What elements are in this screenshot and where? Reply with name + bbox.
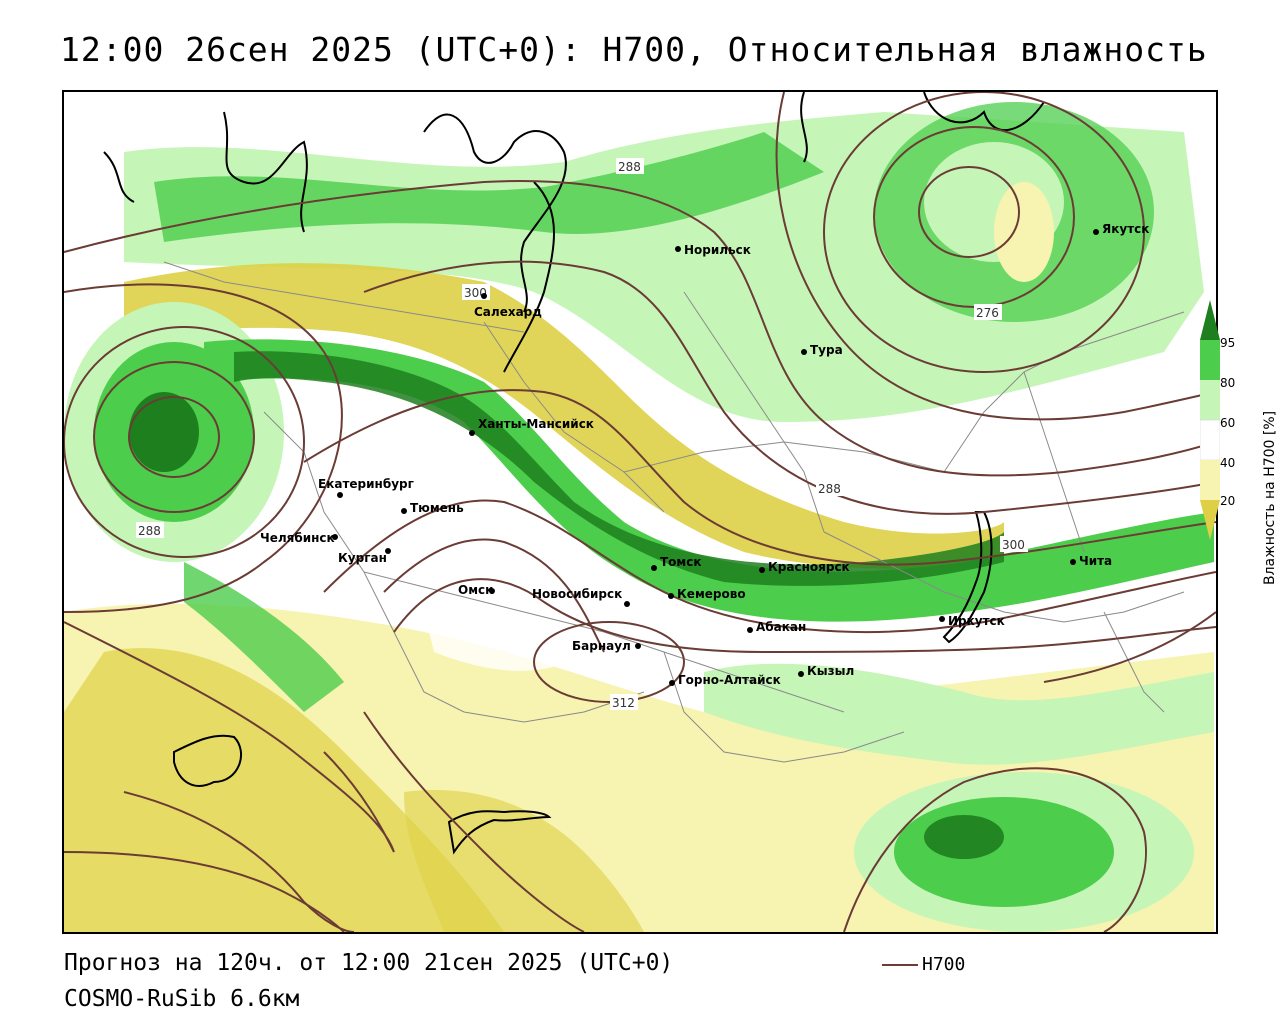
city-label: Барнаул bbox=[572, 639, 631, 653]
city-label: Норильск bbox=[684, 243, 751, 257]
city-label: Горно-Алтайск bbox=[678, 673, 781, 687]
city-label: Екатеринбург bbox=[318, 477, 414, 491]
h700-legend-line bbox=[882, 964, 918, 966]
humidity-map: 288 300 276 288 288 300 312 Норильск Сал… bbox=[64, 92, 1216, 932]
contour-label: 288 bbox=[618, 160, 641, 174]
city-markers: Норильск Салехард Тура Якутск Ханты-Манс… bbox=[260, 222, 1149, 687]
city-label: Омск bbox=[458, 583, 493, 597]
contour-label: 312 bbox=[612, 696, 635, 710]
city-label: Тюмень bbox=[410, 501, 464, 515]
city-label: Абакан bbox=[756, 620, 806, 634]
city-label: Салехард bbox=[474, 305, 542, 319]
humidity-fields bbox=[64, 92, 1216, 932]
h700-contours bbox=[64, 92, 1216, 932]
colorbar-tick: 80 bbox=[1220, 376, 1236, 390]
colorbar-tick: 60 bbox=[1220, 416, 1236, 430]
contour-label: 276 bbox=[976, 306, 999, 320]
region-borders bbox=[163, 261, 1185, 763]
colorbar-title: Влажность на Н700 [%] bbox=[1262, 410, 1278, 585]
city-label: Красноярск bbox=[768, 560, 850, 574]
city-label: Якутск bbox=[1102, 222, 1149, 236]
city-label: Ханты-Мансийск bbox=[478, 417, 594, 431]
map-area[interactable]: 288 300 276 288 288 300 312 Норильск Сал… bbox=[62, 90, 1218, 934]
colorbar-tick: 40 bbox=[1220, 456, 1236, 470]
city-label: Курган bbox=[338, 551, 387, 565]
contour-label: 300 bbox=[1002, 538, 1025, 552]
humidity-colorbar bbox=[1199, 300, 1221, 550]
city-label: Челябинск bbox=[260, 531, 335, 545]
model-name: COSMO-RuSib 6.6км bbox=[64, 986, 300, 1012]
contour-label: 288 bbox=[818, 482, 841, 496]
city-label: Иркутск bbox=[948, 614, 1005, 628]
city-label: Кызыл bbox=[807, 664, 854, 678]
city-label: Тура bbox=[810, 343, 843, 357]
forecast-info: Прогноз на 120ч. от 12:00 21сен 2025 (UT… bbox=[64, 950, 674, 976]
colorbar-tick: 20 bbox=[1220, 494, 1236, 508]
city-label: Томск bbox=[660, 555, 702, 569]
city-label: Кемерово bbox=[677, 587, 746, 601]
coastlines bbox=[103, 92, 1045, 855]
city-label: Чита bbox=[1079, 554, 1112, 568]
map-title: 12:00 26сен 2025 (UTC+0): H700, Относите… bbox=[60, 30, 1208, 69]
colorbar-tick: 95 bbox=[1220, 336, 1236, 350]
city-label: Новосибирск bbox=[532, 587, 622, 601]
h700-legend-label: H700 bbox=[922, 954, 966, 975]
contour-label: 288 bbox=[138, 524, 161, 538]
